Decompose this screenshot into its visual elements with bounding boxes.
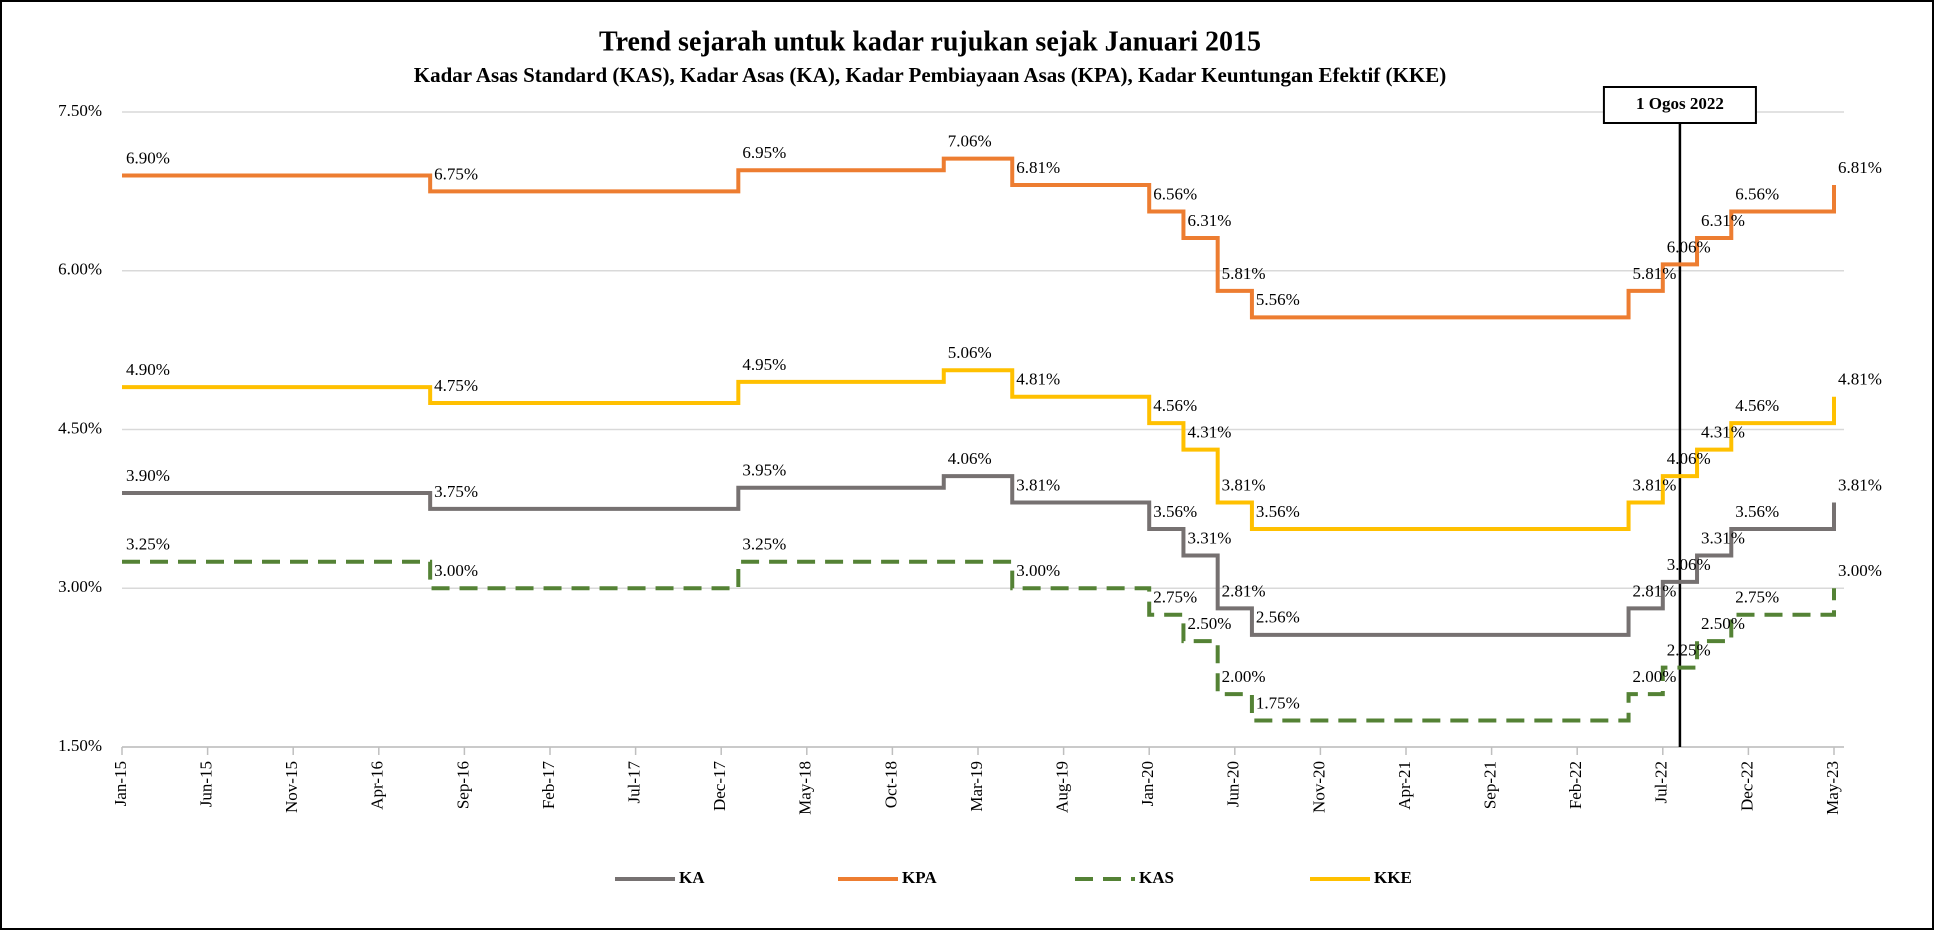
data-label: 6.56% [1735, 184, 1779, 203]
data-label: 6.06% [1667, 237, 1711, 256]
data-label: 2.25% [1667, 641, 1711, 660]
x-tick-label: Jan-15 [111, 761, 130, 806]
x-tick-label: Jul-22 [1652, 761, 1671, 804]
data-label: 3.81% [1633, 475, 1677, 494]
x-tick-label: Aug-19 [1053, 761, 1072, 813]
x-tick-label: Feb-17 [539, 761, 558, 810]
data-label: 2.00% [1633, 667, 1677, 686]
data-label: 4.31% [1701, 423, 1745, 442]
data-label: 5.06% [948, 343, 992, 362]
data-label: 3.25% [742, 535, 786, 554]
data-label: 6.75% [434, 164, 478, 183]
data-label: 3.75% [434, 482, 478, 501]
x-tick-label: Sep-16 [453, 761, 472, 809]
legend-label: KPA [902, 868, 937, 887]
data-label: 3.56% [1153, 502, 1197, 521]
chart-subtitle: Kadar Asas Standard (KAS), Kadar Asas (K… [414, 63, 1446, 87]
legend-label: KAS [1139, 868, 1174, 887]
y-tick-label: 3.00% [58, 577, 102, 596]
data-label: 6.81% [1838, 158, 1882, 177]
data-label: 2.50% [1701, 614, 1745, 633]
data-label: 4.06% [948, 449, 992, 468]
x-tick-label: Feb-22 [1566, 761, 1585, 809]
data-label: 4.56% [1153, 396, 1197, 415]
y-tick-label: 4.50% [58, 418, 102, 437]
data-label: 2.00% [1222, 667, 1266, 686]
data-label: 4.75% [434, 376, 478, 395]
data-label: 3.06% [1667, 555, 1711, 574]
annotation-text: 1 Ogos 2022 [1636, 94, 1724, 113]
chart-title: Trend sejarah untuk kadar rujukan sejak … [599, 26, 1261, 57]
x-tick-label: Sep-21 [1481, 761, 1500, 809]
x-tick-label: May-18 [796, 761, 815, 815]
x-tick-label: May-23 [1823, 761, 1842, 815]
data-label: 4.06% [1667, 449, 1711, 468]
data-label: 5.81% [1222, 264, 1266, 283]
data-label: 5.56% [1256, 290, 1300, 309]
legend-label: KKE [1374, 868, 1412, 887]
data-label: 2.56% [1256, 608, 1300, 627]
data-label: 6.95% [742, 143, 786, 162]
data-label: 6.31% [1187, 211, 1231, 230]
data-label: 2.81% [1222, 581, 1266, 600]
data-label: 3.31% [1187, 528, 1231, 547]
data-label: 6.90% [126, 148, 170, 167]
x-tick-label: Oct-18 [881, 761, 900, 808]
data-label: 2.50% [1187, 614, 1231, 633]
y-tick-label: 7.50% [58, 101, 102, 120]
data-label: 3.31% [1701, 528, 1745, 547]
series-line [122, 368, 1836, 531]
x-tick-label: Jan-20 [1138, 761, 1157, 806]
data-label: 6.81% [1016, 158, 1060, 177]
x-tick-label: Nov-20 [1309, 761, 1328, 813]
series-line [122, 156, 1836, 320]
series-line [122, 474, 1836, 637]
data-label: 3.95% [742, 461, 786, 480]
series-line [122, 559, 1836, 723]
data-label: 4.31% [1187, 423, 1231, 442]
data-label: 3.00% [434, 561, 478, 580]
data-label: 7.06% [948, 131, 992, 150]
data-label: 3.56% [1256, 502, 1300, 521]
data-label: 3.25% [126, 535, 170, 554]
data-label: 6.31% [1701, 211, 1745, 230]
x-tick-label: Jun-15 [197, 761, 216, 807]
x-tick-label: Dec-17 [710, 761, 729, 812]
data-label: 4.90% [126, 360, 170, 379]
data-label: 4.95% [742, 355, 786, 374]
data-label: 3.56% [1735, 502, 1779, 521]
data-label: 3.81% [1838, 475, 1882, 494]
data-label: 2.75% [1735, 588, 1779, 607]
data-label: 4.81% [1838, 370, 1882, 389]
legend-label: KA [679, 868, 705, 887]
data-label: 5.81% [1633, 264, 1677, 283]
y-tick-label: 6.00% [58, 260, 102, 279]
y-tick-label: 1.50% [58, 736, 102, 755]
data-label: 3.81% [1016, 475, 1060, 494]
data-label: 1.75% [1256, 693, 1300, 712]
x-tick-label: Nov-15 [282, 761, 301, 813]
data-label: 3.81% [1222, 475, 1266, 494]
x-tick-label: Jul-17 [625, 761, 644, 804]
data-label: 3.00% [1016, 561, 1060, 580]
data-label: 3.90% [126, 466, 170, 485]
x-tick-label: Mar-19 [967, 761, 986, 812]
x-tick-label: Apr-21 [1395, 761, 1414, 810]
x-tick-label: Jun-20 [1224, 761, 1243, 807]
data-label: 2.81% [1633, 581, 1677, 600]
x-tick-label: Dec-22 [1737, 761, 1756, 811]
data-label: 6.56% [1153, 184, 1197, 203]
data-label: 2.75% [1153, 588, 1197, 607]
data-label: 4.56% [1735, 396, 1779, 415]
x-tick-label: Apr-16 [368, 761, 387, 810]
annotation-box [1602, 86, 1757, 124]
data-label: 4.81% [1016, 370, 1060, 389]
data-label: 3.00% [1838, 561, 1882, 580]
